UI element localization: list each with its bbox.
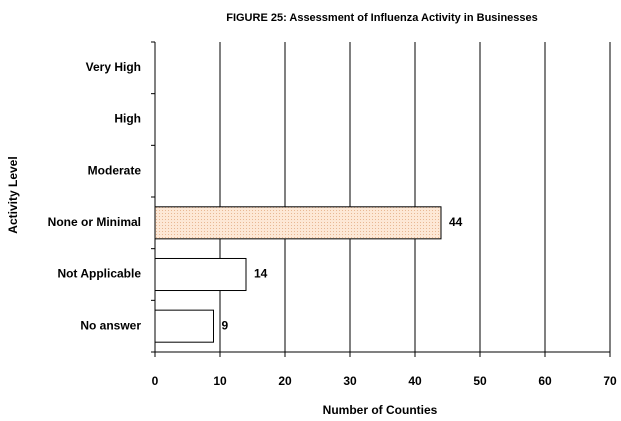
data-label: 14 xyxy=(254,267,268,281)
bar xyxy=(154,309,214,343)
bar xyxy=(154,257,247,292)
bar xyxy=(154,206,442,240)
data-label: 44 xyxy=(449,215,463,229)
x-tick-label: 70 xyxy=(603,374,617,388)
y-tick-label: Very High xyxy=(86,60,141,74)
x-tick-label: 30 xyxy=(343,374,357,388)
x-tick-label: 40 xyxy=(408,374,422,388)
x-tick-label: 50 xyxy=(473,374,487,388)
x-axis-label: Number of Counties xyxy=(323,403,438,417)
y-tick-label: None or Minimal xyxy=(48,215,141,229)
y-tick-label: Not Applicable xyxy=(57,267,141,281)
y-tick-label: High xyxy=(114,112,141,126)
chart-title: FIGURE 25: Assessment of Influenza Activ… xyxy=(226,12,538,24)
x-tick-label: 60 xyxy=(538,374,552,388)
y-tick-label: No answer xyxy=(80,318,141,332)
data-label: 9 xyxy=(222,318,229,332)
x-tick-label: 0 xyxy=(152,374,159,388)
x-tick-label: 10 xyxy=(213,374,227,388)
x-tick-label: 20 xyxy=(278,374,292,388)
y-tick-label: Moderate xyxy=(88,163,142,177)
y-axis-label: Activity Level xyxy=(6,156,20,233)
